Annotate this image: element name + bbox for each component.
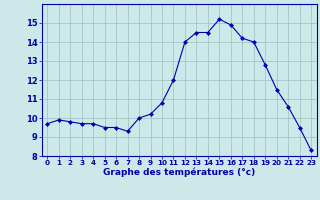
X-axis label: Graphe des températures (°c): Graphe des températures (°c) xyxy=(103,168,255,177)
